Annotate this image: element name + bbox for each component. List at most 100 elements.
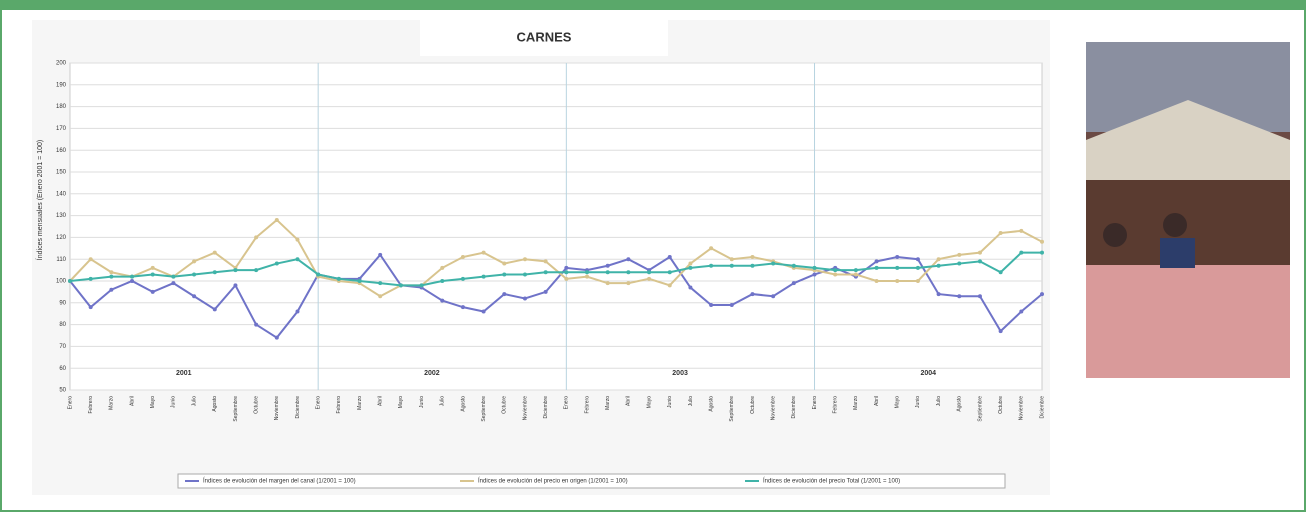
x-tick-label: Mayo — [646, 396, 652, 408]
x-tick-label: Octubre — [750, 396, 756, 414]
series-point — [916, 266, 920, 270]
series-point — [1040, 292, 1044, 296]
series-point — [854, 268, 858, 272]
series-point — [585, 270, 589, 274]
x-tick-label: Junio — [667, 396, 673, 408]
series-point — [771, 294, 775, 298]
y-tick-label: 90 — [59, 300, 66, 306]
series-point — [750, 264, 754, 268]
x-tick-label: Febrero — [336, 396, 342, 414]
series-point — [482, 275, 486, 279]
x-tick-label: Septiembre — [233, 396, 239, 422]
series-point — [792, 281, 796, 285]
series-point — [254, 268, 258, 272]
x-tick-label: Marzo — [357, 396, 363, 410]
y-tick-label: 160 — [56, 148, 67, 154]
y-tick-label: 200 — [56, 61, 67, 67]
series-point — [213, 270, 217, 274]
x-tick-label: Abril — [129, 396, 135, 406]
series-point — [895, 255, 899, 259]
x-tick-label: Mayo — [398, 396, 404, 408]
series-point — [730, 303, 734, 307]
series-point — [895, 279, 899, 283]
x-tick-label: Julio — [936, 396, 942, 407]
series-point — [482, 310, 486, 314]
series-point — [957, 253, 961, 257]
series-point — [399, 283, 403, 287]
series-point — [502, 292, 506, 296]
series-point — [688, 266, 692, 270]
series-point — [957, 294, 961, 298]
photo-person-body — [1160, 238, 1195, 268]
series-point — [647, 270, 651, 274]
series-point — [109, 288, 113, 292]
chart-page: CARNES Índices mensuales (Enero 2001 = 1… — [0, 0, 1306, 512]
series-point — [937, 257, 941, 261]
top-bar — [0, 0, 1306, 9]
legend-label: Índices de evolución del precio en orige… — [478, 478, 628, 485]
series-point — [916, 257, 920, 261]
series-point — [544, 259, 548, 263]
x-tick-label: Diciembre — [791, 396, 797, 419]
x-tick-label: Junio — [915, 396, 921, 408]
series-point — [833, 268, 837, 272]
x-tick-label: Noviembre — [1019, 396, 1025, 420]
series-point — [564, 270, 568, 274]
x-tick-label: Febrero — [833, 396, 839, 414]
series-point — [89, 257, 93, 261]
series-point — [875, 259, 879, 263]
series-point — [1040, 240, 1044, 244]
y-tick-label: 100 — [56, 279, 67, 285]
x-tick-label: Marzo — [605, 396, 611, 410]
series-point — [916, 279, 920, 283]
series-point — [378, 253, 382, 257]
series-point — [813, 272, 817, 276]
series-point — [895, 266, 899, 270]
x-tick-label: Noviembre — [274, 396, 280, 420]
x-tick-label: Octubre — [998, 396, 1004, 414]
y-tick-label: 180 — [56, 104, 67, 110]
series-point — [316, 272, 320, 276]
plot-area — [70, 63, 1042, 390]
series-point — [750, 292, 754, 296]
series-point — [213, 251, 217, 255]
series-point — [606, 264, 610, 268]
y-tick-label: 50 — [59, 388, 66, 394]
x-tick-label: Diciembre — [295, 396, 301, 419]
y-tick-label: 190 — [56, 82, 67, 88]
series-point — [378, 281, 382, 285]
series-point — [978, 251, 982, 255]
series-point — [89, 305, 93, 309]
series-point — [668, 255, 672, 259]
x-tick-label: Noviembre — [770, 396, 776, 420]
legend-label: Índices de evolución del precio Total (1… — [763, 478, 900, 485]
series-point — [750, 255, 754, 259]
series-point — [275, 336, 279, 340]
series-point — [833, 272, 837, 276]
y-tick-label: 60 — [59, 366, 66, 372]
series-point — [378, 294, 382, 298]
series-point — [999, 270, 1003, 274]
x-tick-label: Agosto — [957, 396, 963, 412]
x-tick-label: Julio — [440, 396, 446, 407]
x-tick-label: Enero — [564, 396, 570, 410]
series-point — [626, 270, 630, 274]
series-point — [440, 299, 444, 303]
series-point — [68, 279, 72, 283]
series-point — [233, 268, 237, 272]
photo-person — [1103, 223, 1127, 247]
x-tick-label: Octubre — [502, 396, 508, 414]
x-tick-label: Septiembre — [729, 396, 735, 422]
series-point — [730, 264, 734, 268]
series-point — [978, 259, 982, 263]
series-point — [130, 275, 134, 279]
series-point — [337, 277, 341, 281]
series-point — [295, 257, 299, 261]
x-tick-label: Diciembre — [1039, 396, 1045, 419]
series-point — [254, 235, 258, 239]
series-point — [792, 264, 796, 268]
x-tick-label: Abril — [874, 396, 880, 406]
series-point — [854, 272, 858, 276]
x-tick-label: Junio — [419, 396, 425, 408]
series-point — [109, 275, 113, 279]
